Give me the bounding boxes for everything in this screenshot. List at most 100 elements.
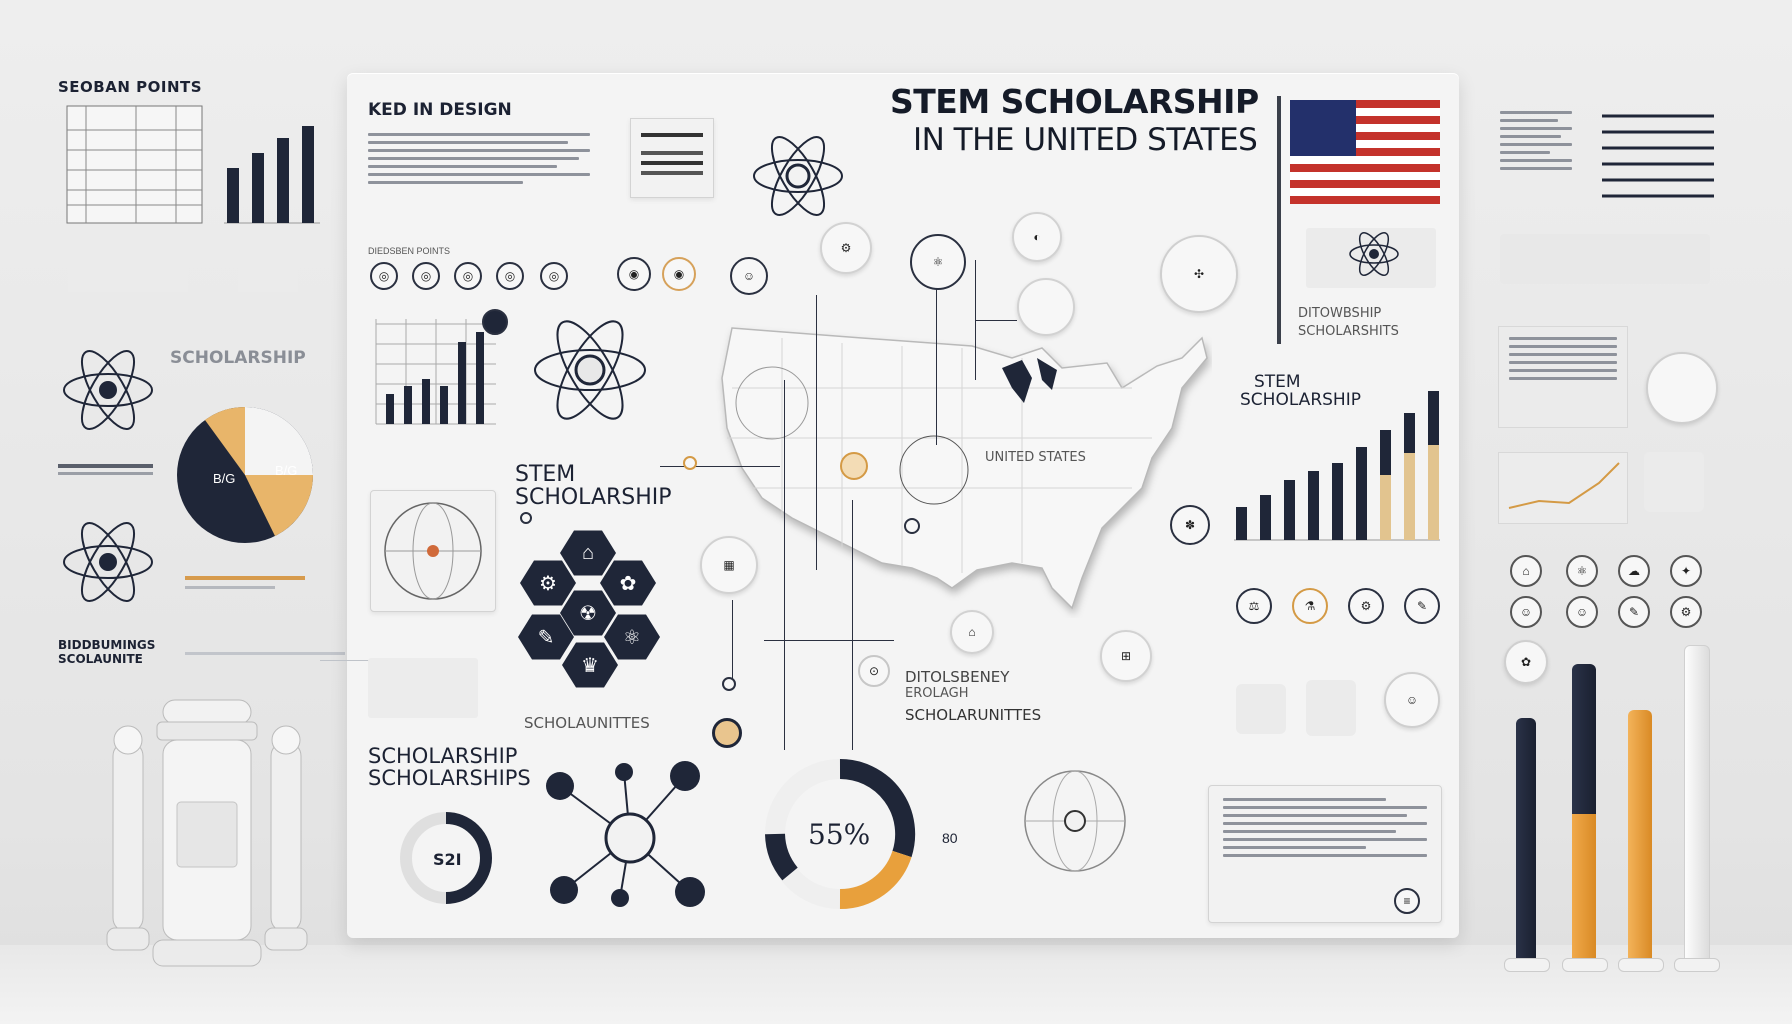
icon-circle: ☺ [1510,596,1542,628]
bar-chart-icon [375,319,496,425]
left-divider [185,652,345,655]
atom-icon [63,350,153,430]
icon-circle: ✦ [1670,555,1702,587]
icon-circle: ✎ [1404,588,1440,624]
dist-label-2: EROLAGH [905,686,969,701]
icon-circle: ◉ [662,257,696,291]
pillar-orange [1628,710,1652,960]
icon-circle: ◎ [540,262,568,290]
globe-icon [1024,770,1126,872]
icon-circle: ▦ [700,536,758,594]
icon-dot [722,677,736,691]
points-label: DIEDSBEN POINTS [368,246,451,256]
left-label-a [58,462,153,479]
pillar-base [1504,958,1550,972]
line-chart-icon [1508,462,1620,509]
pillar-base [1674,958,1720,972]
left-scholarship-text: SCHOLARSHIP [170,348,306,368]
icon-circle: ◐ [1012,212,1062,262]
right-list-lines [1500,106,1572,175]
right-cards [1500,234,1710,284]
dist-label-1: DITOLSBENEY [905,668,1010,686]
icon-circle: ☁ [1618,555,1650,587]
bottle-icon [1236,684,1286,734]
icon-circle: ☺ [730,257,768,295]
connector-line [732,600,733,680]
icon-circle: ≡ [1394,888,1420,914]
atom-icon [534,320,646,420]
left-bottom-label-1: BIDDBUMINGS [58,638,156,652]
mini-number: 80 [942,830,958,846]
icon-circle: ⚖ [1236,588,1272,624]
right-object [1644,452,1704,512]
icon-dot [904,518,920,534]
icon-circle [1017,278,1075,336]
small-cards [368,658,478,718]
icon-circle: ⌂ [1510,555,1542,587]
icon-dot [482,309,508,335]
connector-line [852,500,853,750]
globe-card [370,490,496,612]
icon-dot [520,512,532,524]
line-chart-card [1498,452,1628,524]
left-scholarship-label: SCHOLARSHIP [170,348,306,368]
icon-circle: ⊙ [858,655,890,687]
stem-label-1: STEM [515,462,576,487]
connector-line [784,380,785,750]
connector-line [660,466,780,467]
icon-circle: ☺ [1566,596,1598,628]
molecule-icon [546,761,705,907]
united-states-label: UNITED STATES [985,450,1086,465]
left-header-text: SEOBAN POINTS [58,78,203,96]
atom-icon [63,522,153,602]
right-stem-2: SCHOLARSHIP [1240,390,1361,410]
icon-circle: ⚗ [1292,588,1328,624]
left-table-sketch [66,105,203,224]
right-stem-1: STEM [1254,372,1301,392]
pillar-white [1684,645,1710,962]
icon-circle: ✽ [1170,505,1210,545]
document-card [630,118,714,198]
connector-line [764,640,894,641]
svg-text:B/G: B/G [275,463,297,478]
icon-dot [683,456,697,470]
pillar-orange-part [1572,814,1596,960]
flag-pole [1277,96,1281,344]
board-title-2: IN THE UNITED STATES [913,122,1258,158]
left-bar-chart [224,126,320,224]
icon-circle: ⚙ [1670,596,1702,628]
connector-line [936,255,937,445]
connector-line [975,320,1017,321]
left-card-1 [68,250,188,292]
right-note-card [1498,326,1628,428]
icon-circle: ⚛ [1566,555,1598,587]
scholarship-big-2: SCHOLARSHIPS [368,766,531,790]
globe-icon [384,502,482,600]
icon-circle: ☺ [1384,672,1440,728]
left-card-2 [238,250,298,292]
key-design-label: KED IN DESIGN [368,100,512,120]
left-orange-lines [185,574,315,595]
icon-dot [712,718,742,748]
icon-circle: ⌂ [950,610,994,654]
icon-circle: ✿ [1504,640,1548,684]
pillar-base [1562,958,1608,972]
pencils-icon [1602,114,1714,198]
pillar-navy [1516,718,1536,960]
icon-circle: ◉ [617,257,651,291]
donut-chart-icon [765,758,916,910]
left-bottom-label: BIDDBUMINGS SCOLAUNITE [58,638,155,666]
bar-chart-icon [1234,391,1440,541]
connector-line [320,660,380,661]
us-map-icon [721,327,1208,610]
icon-circle [1646,352,1718,424]
atom-icon [753,136,843,216]
atom-icon [1349,231,1399,277]
icon-circle: ◎ [496,262,524,290]
scholaunites-label: SCHOLAUNITTES [524,714,650,732]
bottle-icon [1306,680,1356,736]
pie-chart-icon: B/G B/G [177,407,313,543]
donut-percent: 55% [808,818,871,851]
icon-circle: ⚙ [1348,588,1384,624]
stem-label-2: SCHOLARSHIP [515,485,672,510]
